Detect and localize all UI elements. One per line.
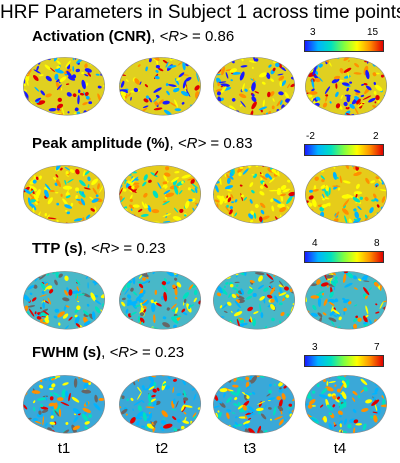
row-title-activation: Activation (CNR), <R> = 0.86 xyxy=(32,28,235,45)
brain-render xyxy=(213,165,295,224)
colorbar-min: -2 xyxy=(306,131,315,142)
row-title-ttp: TTP (s), <R> = 0.23 xyxy=(32,240,166,257)
r-symbol: <R> xyxy=(159,28,188,45)
r-symbol: <R> xyxy=(177,135,207,152)
brain-render xyxy=(23,271,105,330)
row-title-peak-amplitude: Peak amplitude (%), <R> = 0.83 xyxy=(32,135,253,152)
r-symbol: <R> xyxy=(90,240,120,257)
brain-render xyxy=(213,375,295,434)
colorbar-min: 3 xyxy=(310,27,316,38)
row-label: TTP (s) xyxy=(32,240,83,257)
timepoint-label-t4: t4 xyxy=(333,440,347,457)
brain-render xyxy=(23,165,105,224)
row-title-fwhm: FWHM (s), <R> = 0.23 xyxy=(32,344,185,361)
brain-render xyxy=(305,57,387,116)
brain-render xyxy=(23,375,105,434)
row-label: Peak amplitude (%) xyxy=(32,135,170,152)
brain-render xyxy=(119,271,201,330)
colorbar-activation xyxy=(304,40,384,52)
colorbar-max: 8 xyxy=(374,238,380,249)
colorbar-ttp xyxy=(304,251,384,263)
colorbar-min: 3 xyxy=(312,342,318,353)
row-label: Activation (CNR) xyxy=(32,28,152,45)
brain-render xyxy=(119,375,201,434)
brain-render xyxy=(305,375,387,434)
r-value: = 0.86 xyxy=(187,28,235,45)
timepoint-label-t1: t1 xyxy=(57,440,71,457)
colorbar-max: 7 xyxy=(374,342,380,353)
r-value: = 0.23 xyxy=(119,240,166,257)
brain-render xyxy=(305,271,387,330)
brain-render xyxy=(119,57,201,116)
r-symbol: <R> xyxy=(109,344,138,361)
r-value: = 0.83 xyxy=(206,135,253,152)
brain-render xyxy=(305,165,387,224)
timepoint-label-t3: t3 xyxy=(243,440,257,457)
timepoint-label-t2: t2 xyxy=(155,440,169,457)
colorbar-fwhm xyxy=(304,355,384,367)
brain-render xyxy=(213,271,295,330)
r-value: = 0.23 xyxy=(137,344,185,361)
colorbar-max: 15 xyxy=(367,27,379,38)
colorbar-peak-amplitude xyxy=(304,144,384,156)
figure-title: HRF Parameters in Subject 1 across time … xyxy=(0,2,400,23)
brain-render xyxy=(213,57,295,116)
brain-render xyxy=(23,57,105,116)
brain-render xyxy=(119,165,201,224)
colorbar-max: 2 xyxy=(373,131,379,142)
row-label: FWHM (s) xyxy=(32,344,102,361)
colorbar-min: 4 xyxy=(312,238,318,249)
